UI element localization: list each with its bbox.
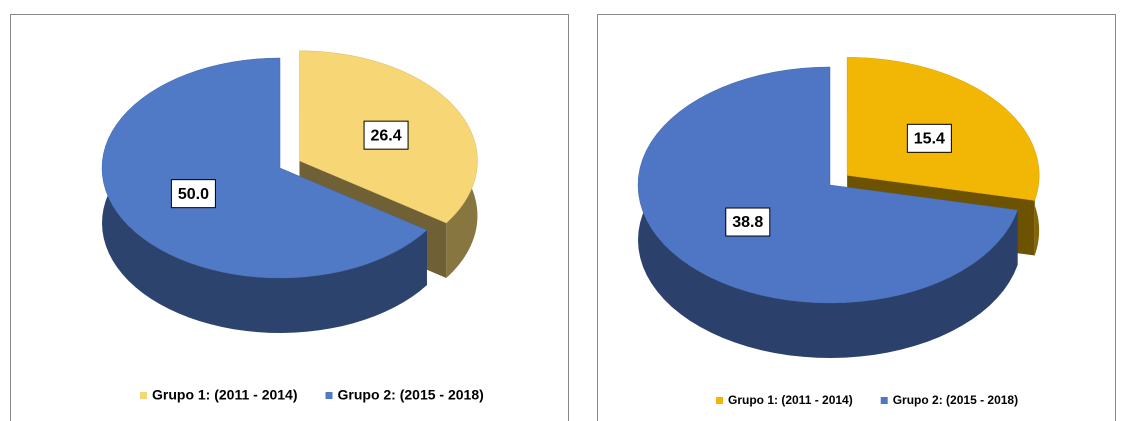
legend-marker — [716, 397, 723, 404]
legend-label: Grupo 1: (2011 - 2014) — [152, 387, 298, 403]
slice — [101, 57, 428, 279]
legend-label: Grupo 2: (2015 - 2018) — [893, 393, 1018, 407]
data-label-box — [363, 120, 409, 150]
data-label: 38.8 — [732, 214, 763, 231]
data-label: 15.4 — [914, 131, 945, 148]
data-label-box — [725, 207, 771, 237]
legend-marker — [325, 392, 333, 399]
legend-marker — [140, 392, 147, 399]
legend-label: Grupo 2: (2015 - 2018) — [338, 387, 484, 403]
legend-label: Grupo 1: (2011 - 2014) — [728, 393, 853, 407]
data-label-box — [906, 123, 952, 153]
data-label: 50.0 — [178, 186, 209, 203]
data-label: 26.4 — [370, 127, 401, 144]
slice — [637, 66, 1018, 304]
data-label-box — [170, 179, 216, 209]
legend-marker — [880, 397, 888, 404]
